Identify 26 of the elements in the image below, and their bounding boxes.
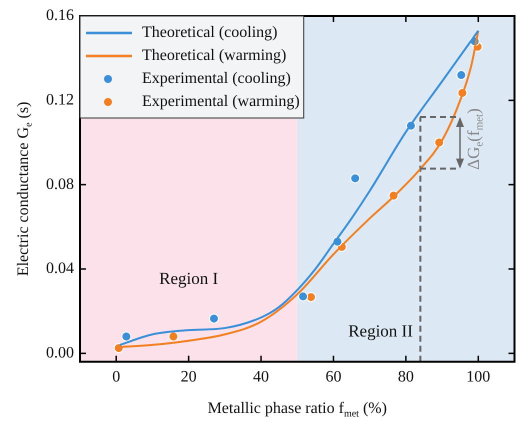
point <box>350 173 360 184</box>
y-axis-title: Electric conductance Ge (s) <box>15 102 34 276</box>
x-tick-label: 0 <box>112 368 120 386</box>
y-tick-label: 0.08 <box>46 176 74 193</box>
x-tick-label: 80 <box>398 368 414 386</box>
x-tick-label: 40 <box>253 368 270 386</box>
point <box>168 332 178 342</box>
annotation: Region I <box>159 269 218 288</box>
point <box>456 70 466 80</box>
point <box>306 292 316 302</box>
annotation: Region II <box>348 322 414 341</box>
annotation: ΔGe(fmet) <box>464 108 486 170</box>
legend-label: Experimental (warming) <box>142 93 300 110</box>
x-tick-label: 60 <box>325 368 342 386</box>
y-tick-label: 0.00 <box>46 344 74 362</box>
x-tick-label: 100 <box>466 368 490 386</box>
legend-label: Theoretical (warming) <box>142 47 286 64</box>
point <box>121 332 132 342</box>
y-tick-label: 0.16 <box>46 7 74 24</box>
point <box>208 314 219 324</box>
x-tick-label: 20 <box>180 368 197 386</box>
legend-label: Experimental (cooling) <box>142 70 291 88</box>
y-tick-label: 0.04 <box>46 260 74 278</box>
point <box>298 291 308 302</box>
legend-label: Theoretical (cooling) <box>142 24 278 42</box>
y-tick-label: 0.12 <box>46 92 74 109</box>
